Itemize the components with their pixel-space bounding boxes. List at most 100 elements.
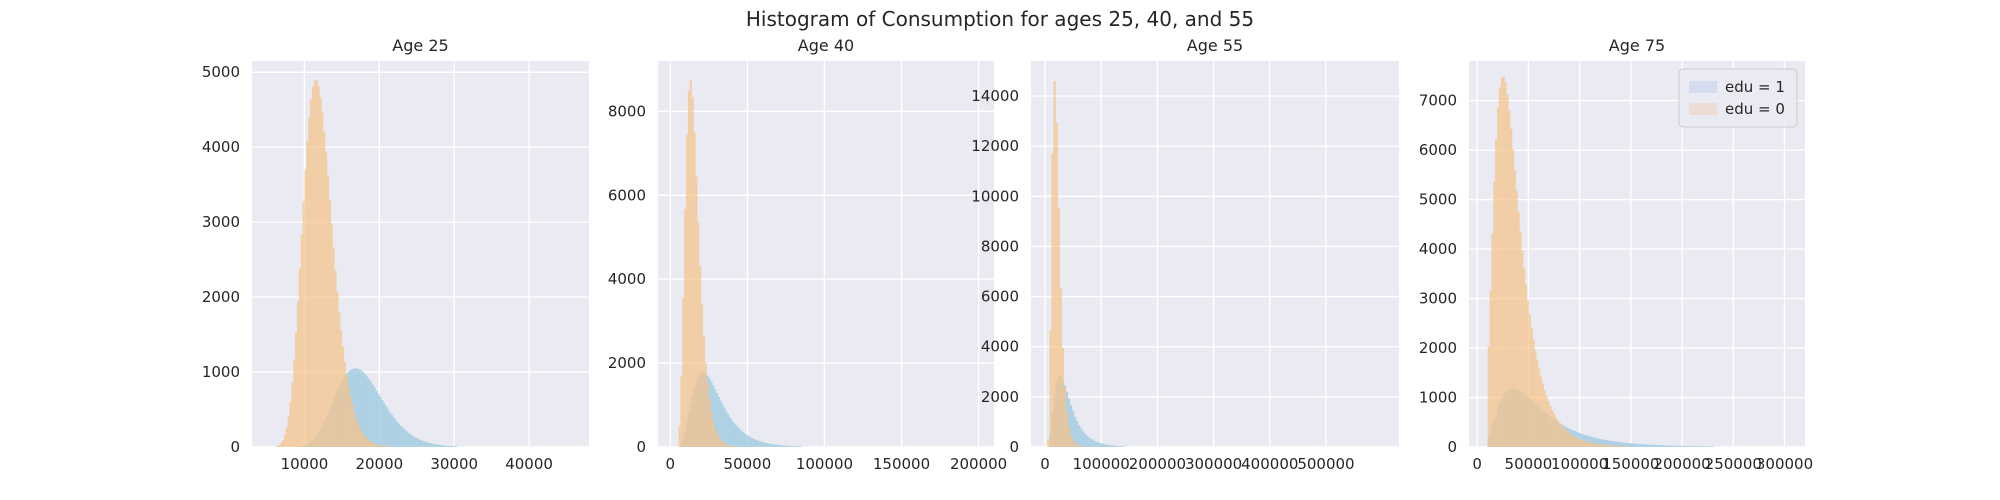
histogram-bar [732,446,735,447]
histogram-bar [1627,443,1630,447]
histogram-bar [1599,438,1602,447]
histogram-bar [1078,445,1081,447]
histogram-bar [1646,444,1649,447]
histogram-bar [375,390,378,447]
histogram-bar [1586,441,1589,447]
histogram-bar [1659,445,1662,447]
histogram-bar [1594,437,1597,447]
y-tick-label: 4000 [608,270,646,288]
histogram-bar [781,445,784,447]
histogram-bar [1633,443,1636,447]
histogram-bar [1590,436,1593,447]
y-tick-label: 1000 [1419,389,1457,407]
histogram-bar [1618,445,1621,447]
histogram-bar [1057,207,1060,447]
y-tick-label: 4000 [981,338,1019,356]
histogram-bar [1547,400,1550,447]
histogram-bar [356,423,360,447]
histogram-bar [1683,445,1686,447]
histogram-bar [1687,446,1690,447]
histogram-bar [1100,443,1103,447]
y-tick-label: 12000 [971,137,1019,155]
x-tick-label: 100000 [1073,455,1130,473]
histogram-bar [349,396,352,447]
histogram-bar [1668,445,1671,447]
histogram-bar [1513,169,1516,447]
histogram-bar [1592,443,1595,447]
histogram-bar [356,368,360,447]
histogram-bar [1605,445,1608,447]
histogram-bar [1607,440,1610,447]
histogram-bar [794,446,797,447]
histogram-bar [398,423,401,447]
histogram-bar [283,434,286,447]
histogram-bar [1609,440,1612,447]
histogram-bar [1612,445,1615,447]
histogram-bar [414,437,418,447]
histogram-bar [401,427,404,447]
histogram-bar [1627,446,1630,447]
histogram-bar [1631,443,1634,447]
histogram-bar [753,439,756,447]
histogram-bar [366,438,369,447]
histogram-bar [721,404,724,447]
histogram-bar [1567,432,1571,447]
histogram-bar [1536,359,1539,447]
histogram-bar [377,444,380,447]
x-tick-label: 0 [666,455,676,473]
histogram-bar [762,442,765,447]
y-tick-label: 6000 [1419,141,1457,159]
histogram-bar [1614,441,1617,447]
histogram-bar [435,444,438,447]
y-tick-label: 8000 [608,102,646,120]
histogram-bar [375,444,378,447]
histogram-bar [1623,442,1627,447]
histogram-bar [1120,446,1124,447]
histogram-bar [1575,437,1578,447]
histogram-bar [1594,443,1597,447]
histogram-bar [1618,442,1621,447]
histogram-bar [411,435,414,447]
histogram-bar [760,441,763,447]
histogram-bar [371,442,374,447]
series-edu-0 [1487,76,1632,448]
histogram-bar [699,266,702,447]
plot-background [658,61,994,447]
histogram-bar [373,443,376,447]
histogram-bar [1114,445,1118,447]
histogram-bar [431,443,434,447]
legend-swatch [1689,103,1717,115]
histogram-bar [1067,398,1071,447]
histogram-bar [298,268,301,447]
histogram-bar [1090,439,1093,447]
histogram-bar [304,169,307,447]
x-tick-label: 500000 [1297,455,1354,473]
histogram-bar [422,441,425,447]
histogram-bar [379,445,382,447]
histogram-bar [786,445,789,447]
histogram-bar [386,446,389,447]
y-tick-label: 6000 [981,288,1019,306]
histogram-bar [1651,444,1655,447]
histogram-bar [775,444,778,447]
histogram-bar [1693,446,1696,447]
figure-title: Histogram of Consumption for ages 25, 40… [746,7,1254,31]
histogram-bar [437,444,440,447]
histogram-bar [394,419,397,447]
histogram-bar [442,445,446,447]
histogram-bar [1489,290,1492,447]
y-tick-label: 2000 [202,288,240,306]
histogram-bar [686,134,689,448]
histogram-bar [330,223,333,447]
histogram-bar [1670,445,1673,447]
histogram-bar [1532,339,1535,447]
histogram-bar [1511,149,1515,447]
histogram-bar [1065,411,1069,447]
histogram-bar [1588,436,1591,447]
histogram-bar [788,445,791,447]
histogram-bar [310,99,313,447]
histogram-bar [743,433,747,447]
histogram-bar [358,427,361,447]
histogram-bar [1493,181,1496,447]
